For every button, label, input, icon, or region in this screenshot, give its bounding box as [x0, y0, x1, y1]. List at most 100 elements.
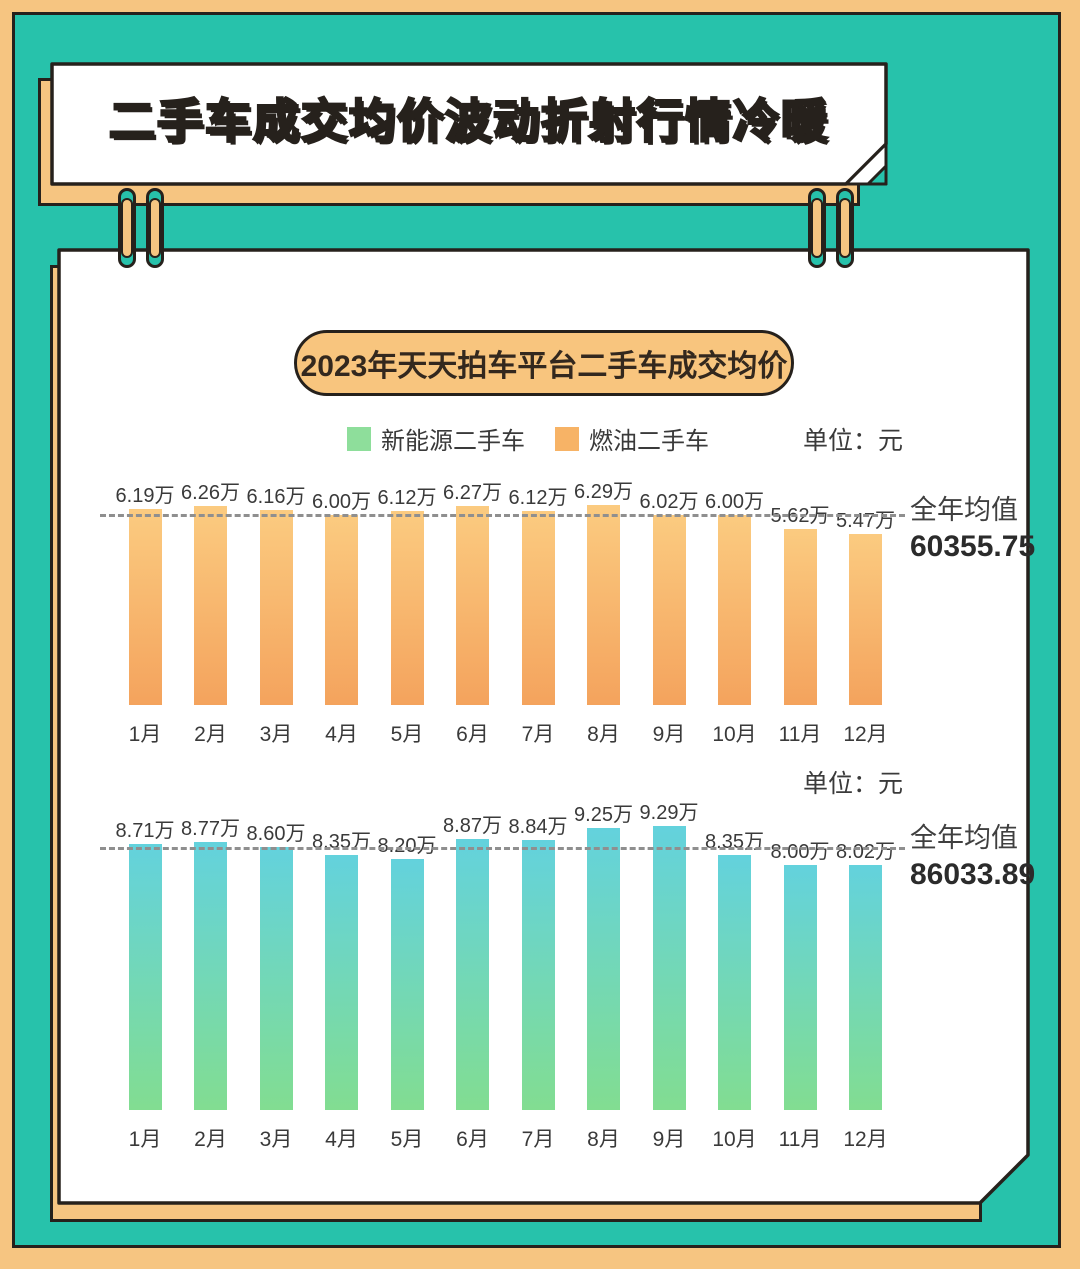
value-label: 8.71万 — [115, 819, 175, 842]
bar-3月 — [259, 509, 293, 705]
bar-6月 — [456, 839, 489, 1110]
annual-average-chart1: 全年均值 60355.75 — [910, 488, 1040, 564]
chart-title: 2023年天天拍车平台二手车成交均价 — [294, 330, 794, 396]
bar-9月 — [652, 826, 686, 1110]
bar-2月 — [194, 842, 227, 1110]
clip-pin — [839, 198, 851, 258]
annual-average-value: 86033.89 — [910, 858, 1036, 891]
month-label: 7月 — [521, 1128, 555, 1151]
bar-10月 — [718, 515, 751, 705]
unit-label-chart1: 单位：元 — [802, 427, 903, 455]
month-label: 4月 — [325, 1128, 358, 1151]
value-label: 6.00万 — [312, 491, 371, 514]
bar-11月 — [783, 865, 817, 1110]
legend-swatch-orange — [555, 426, 579, 451]
banner-title: 二手车成交均价波动折射行情冷暖 — [108, 94, 829, 149]
clip-pin — [121, 198, 133, 258]
month-label: 6月 — [456, 723, 489, 746]
value-label: 6.12万 — [377, 487, 437, 510]
month-label: 9月 — [652, 723, 686, 746]
chart-card: 2023年天天拍车平台二手车成交均价 新能源二手车 燃油二手车 单位：元 6.1… — [57, 248, 1035, 1205]
month-label: 2月 — [194, 723, 227, 746]
clip-right-2 — [836, 188, 854, 268]
value-label: 6.19万 — [115, 484, 175, 507]
bar-12月 — [849, 864, 882, 1110]
bar-11月 — [783, 528, 817, 705]
average-line-chart2 — [100, 847, 905, 850]
value-label: 8.20万 — [377, 835, 437, 858]
value-label: 8.00万 — [770, 841, 830, 864]
month-label: 12月 — [843, 1128, 888, 1151]
month-label: 1月 — [128, 723, 162, 746]
value-label: 8.60万 — [246, 823, 306, 846]
bar-4月 — [325, 854, 358, 1110]
bar-5月 — [390, 511, 424, 705]
legend-item-fuel: 燃油二手车 — [555, 421, 709, 456]
value-label: 9.29万 — [639, 802, 699, 825]
value-label: 5.47万 — [836, 509, 895, 532]
value-label: 8.77万 — [181, 818, 240, 840]
month-label: 11月 — [778, 723, 822, 746]
bar-10月 — [718, 854, 751, 1110]
month-label: 12月 — [843, 723, 888, 746]
month-label: 5月 — [390, 723, 424, 746]
folded-corner-notch — [866, 164, 888, 186]
clip-left-1 — [118, 188, 136, 268]
legend-label: 燃油二手车 — [589, 428, 709, 455]
annual-average-chart2: 全年均值 86033.89 — [910, 816, 1040, 892]
value-label: 9.25万 — [574, 803, 633, 826]
banner: 二手车成交均价波动折射行情冷暖 — [50, 62, 888, 186]
month-label: 11月 — [778, 1128, 822, 1151]
legend-item-nev: 新能源二手车 — [347, 421, 525, 456]
value-label: 8.02万 — [836, 840, 895, 863]
unit-label-chart2: 单位：元 — [802, 770, 903, 798]
value-label: 8.87万 — [443, 815, 502, 837]
month-label: 3月 — [259, 723, 293, 746]
clip-right-1 — [808, 188, 826, 268]
bar-7月 — [521, 839, 555, 1110]
month-label: 8月 — [587, 1128, 620, 1151]
value-label: 8.84万 — [508, 815, 568, 838]
bar-7月 — [521, 511, 555, 705]
average-line-chart1 — [100, 514, 905, 517]
annual-average-value: 60355.75 — [910, 530, 1036, 563]
value-label: 6.26万 — [181, 482, 240, 505]
banner-paper-shape — [50, 62, 888, 186]
bar-5月 — [390, 859, 424, 1110]
bar-12月 — [849, 533, 882, 705]
value-label: 6.12万 — [508, 487, 568, 510]
value-label: 6.02万 — [639, 490, 699, 513]
bar-1月 — [128, 508, 162, 705]
legend-swatch-green — [347, 426, 371, 451]
annual-average-label: 全年均值 — [910, 823, 1018, 853]
value-label: 6.27万 — [443, 481, 502, 504]
month-label: 2月 — [194, 1128, 227, 1151]
bar-9月 — [652, 514, 686, 705]
month-label: 10月 — [712, 1128, 757, 1151]
month-label: 5月 — [390, 1128, 424, 1151]
bar-4月 — [325, 515, 358, 705]
legend-label: 新能源二手车 — [381, 428, 525, 455]
month-label: 9月 — [652, 1128, 686, 1151]
month-label: 10月 — [712, 723, 757, 746]
month-label: 3月 — [259, 1128, 293, 1151]
value-label: 6.00万 — [705, 491, 764, 514]
clip-pin — [811, 198, 823, 258]
annual-average-label: 全年均值 — [910, 495, 1018, 525]
month-label: 6月 — [456, 1128, 489, 1151]
month-label: 1月 — [128, 1128, 162, 1151]
bar-1月 — [128, 843, 162, 1110]
bar-6月 — [456, 505, 489, 705]
clip-pin — [149, 198, 161, 258]
month-label: 7月 — [521, 723, 555, 746]
month-label: 4月 — [325, 723, 358, 746]
bar-2月 — [194, 506, 227, 705]
bar-8月 — [587, 827, 620, 1110]
clip-left-2 — [146, 188, 164, 268]
month-label: 8月 — [587, 723, 620, 746]
legend: 新能源二手车 燃油二手车 单位：元 — [57, 421, 1030, 455]
value-label: 6.16万 — [246, 485, 306, 508]
bar-3月 — [259, 847, 293, 1110]
bar-8月 — [587, 505, 620, 705]
